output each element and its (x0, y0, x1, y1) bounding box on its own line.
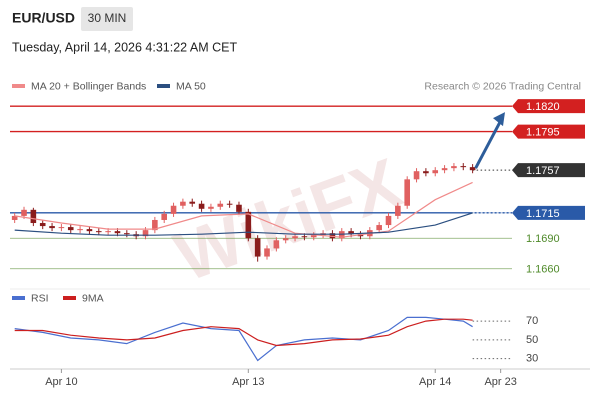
symbol: EUR/USD (12, 10, 75, 26)
forecast-arrowhead (493, 112, 505, 127)
candle-body (432, 170, 439, 174)
candle-body (189, 201, 196, 204)
candle-body (395, 205, 401, 216)
legend-label: MA 20 + Bollinger Bands (31, 80, 146, 92)
legend-swatch (12, 296, 25, 300)
candle-body (95, 231, 102, 233)
indicator-line (14, 316, 473, 362)
legend-swatch (12, 84, 25, 88)
interval-box (81, 7, 133, 31)
level-label: 1.1660 (526, 264, 560, 276)
candle-body (329, 233, 336, 239)
y-tick-label: 30 (526, 353, 538, 365)
candle-body (423, 171, 429, 174)
candle-body (161, 213, 168, 220)
level-label: 1.1690 (526, 233, 560, 245)
level-label: 1.1795 (526, 126, 560, 138)
candle-body (451, 166, 457, 169)
x-tick-label: Apr 10 (45, 376, 77, 388)
candle-body (292, 236, 298, 239)
candle-body (39, 223, 46, 227)
indicator-line (14, 181, 473, 238)
candle-body (236, 204, 242, 212)
candle-body (376, 225, 382, 231)
candle-body (226, 203, 233, 205)
legend-swatch (63, 296, 76, 300)
legend-label: 9MA (82, 292, 104, 304)
level-label: 1.1820 (526, 101, 560, 113)
level-label: 1.1757 (526, 165, 560, 177)
candle-body (180, 201, 186, 206)
candle-body (198, 203, 205, 209)
interval: 30 MIN (88, 11, 127, 25)
y-tick-label: 70 (526, 315, 538, 327)
candle-body (208, 206, 214, 209)
level-label: 1.1715 (526, 208, 560, 220)
candle-body (264, 248, 270, 257)
candle-body (460, 166, 467, 168)
candle-body (170, 205, 177, 214)
candle-body (469, 167, 476, 171)
candle-body (21, 209, 27, 216)
legend-label: RSI (31, 292, 49, 304)
candle-body (282, 238, 289, 241)
candle-body (245, 211, 252, 239)
candle-body (67, 227, 74, 231)
candle-body (413, 171, 420, 180)
forecast-arrow (474, 119, 503, 169)
candle-body (348, 231, 354, 235)
indicator-line (14, 318, 473, 347)
indicator-line (14, 212, 473, 236)
y-tick-label: 50 (526, 334, 538, 346)
x-tick-label: Apr 14 (419, 376, 451, 388)
candle-body (404, 179, 410, 206)
candle-body (30, 209, 37, 224)
candle-body (273, 240, 280, 249)
candle-body (49, 226, 55, 229)
source: Research © 2026 Trading Central (424, 80, 581, 92)
level-box (512, 205, 585, 220)
candle-body (385, 215, 392, 226)
level-box (512, 163, 585, 178)
candle-body (11, 215, 18, 220)
level-box (512, 124, 585, 139)
timestamp: Tuesday, April 14, 2026 4:31:22 AM CET (12, 40, 237, 54)
candle-body (124, 233, 130, 235)
candle-body (310, 235, 317, 238)
candle-body (254, 238, 261, 257)
candle-body (77, 229, 83, 231)
candle-body (441, 168, 448, 171)
candle-body (142, 230, 149, 237)
candle-body (114, 231, 121, 234)
level-box (512, 99, 585, 114)
candle-body (301, 236, 308, 238)
legend-label: MA 50 (176, 80, 206, 92)
candle-body (86, 229, 93, 232)
candle-body (105, 231, 111, 233)
legend-swatch (157, 84, 170, 88)
x-tick-label: Apr 23 (484, 376, 516, 388)
candle-body (217, 203, 224, 207)
candle-body (152, 219, 158, 231)
candle-body (58, 227, 65, 229)
x-tick-label: Apr 13 (232, 376, 264, 388)
